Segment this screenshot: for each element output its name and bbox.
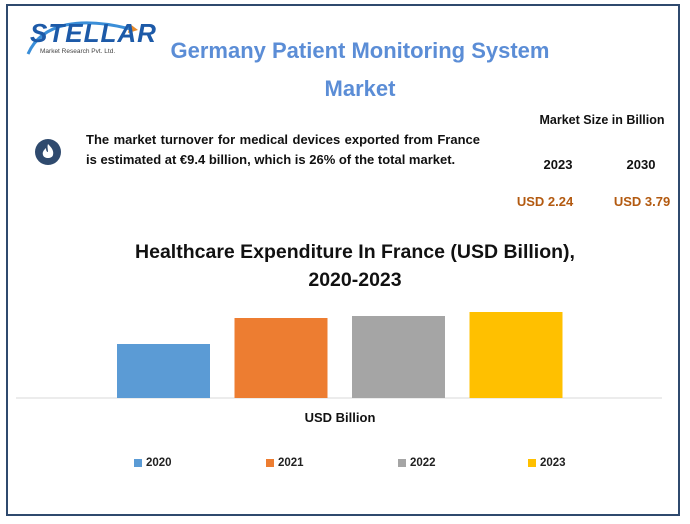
bar-2021 (234, 318, 328, 398)
legend-swatch-2022 (398, 459, 406, 467)
legend-label-2023: 2023 (540, 457, 566, 469)
logo-swoosh-icon (26, 21, 138, 55)
legend-label-2022: 2022 (410, 457, 436, 469)
flame-icon (34, 138, 62, 166)
chart-title-line-2: 2020-2023 (308, 269, 402, 291)
page-title-line-2: Market (324, 76, 396, 101)
market-size-year-2030: 2030 (626, 157, 656, 172)
legend-item-2022: 2022 (398, 457, 436, 469)
info-statement: The market turnover for medical devices … (86, 132, 480, 167)
market-size-value-2030: USD 3.79 (613, 194, 671, 209)
bar-chart (16, 312, 662, 399)
legend-label-2020: 2020 (146, 457, 172, 469)
legend-swatch-2023 (528, 459, 536, 467)
legend-label-2021: 2021 (278, 457, 304, 469)
legend-item-2020: 2020 (134, 457, 172, 469)
logo-wordmark: STELLAR (30, 18, 157, 48)
chart-title: Healthcare Expenditure In France (USD Bi… (90, 238, 620, 294)
market-size-value-2023: USD 2.24 (516, 194, 574, 209)
page-title-line-1: Germany Patient Monitoring System (170, 38, 550, 63)
x-axis-label: USD Billion (304, 410, 376, 425)
page-title: Germany Patient Monitoring System Market (150, 32, 570, 108)
legend-item-2023: 2023 (528, 457, 566, 469)
legend-swatch-2020 (134, 459, 142, 467)
bar-2023 (469, 312, 563, 398)
bar-2022 (352, 316, 445, 398)
infographic-frame (6, 4, 680, 516)
chart-title-line-1: Healthcare Expenditure In France (USD Bi… (135, 241, 575, 263)
legend-swatch-2021 (266, 459, 274, 467)
legend-item-2021: 2021 (266, 457, 304, 469)
bar-2020 (117, 344, 210, 398)
market-size-year-2023: 2023 (543, 157, 573, 172)
logo-tagline: Market Research Pvt. Ltd. (40, 48, 116, 55)
brand-logo (22, 14, 150, 70)
market-size-heading: Market Size in Billion (539, 113, 665, 127)
